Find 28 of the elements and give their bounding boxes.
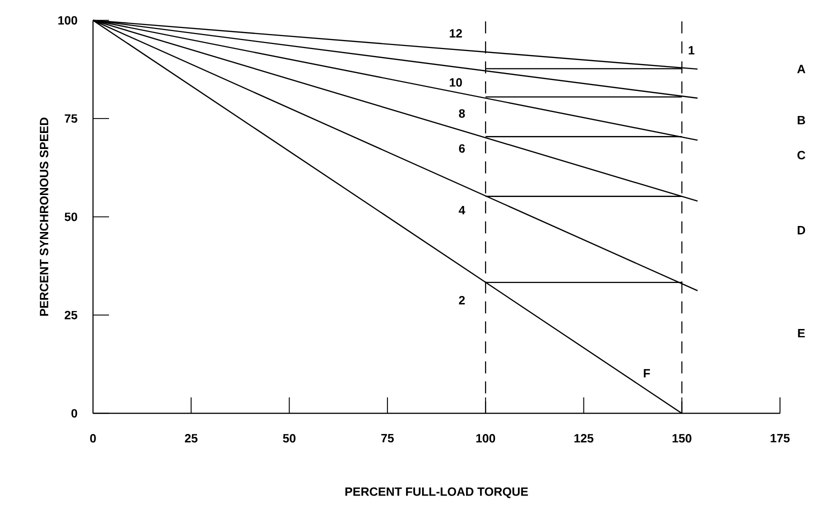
x-tick-label: 125 — [574, 434, 594, 443]
annotation: 1 — [688, 46, 694, 54]
y-tick-label: 50 — [64, 212, 78, 222]
annotation: 4 — [458, 206, 466, 214]
x-tick-label: 100 — [476, 434, 496, 443]
y-tick-label: 75 — [64, 114, 78, 123]
annotation: 6 — [459, 144, 465, 153]
text: B — [798, 116, 806, 124]
text: E — [798, 329, 805, 338]
y-tick-label: 100 — [58, 16, 78, 25]
annotation: 8 — [458, 109, 465, 118]
y-axis-title: PERCENT SYNCHRONOUS SPEED — [40, 118, 48, 316]
text: C — [797, 150, 806, 160]
x-tick-label: 25 — [184, 434, 198, 443]
x-tick-label: 75 — [381, 434, 394, 442]
y-tick-label: 0 — [71, 409, 78, 418]
annotation: F — [644, 369, 650, 378]
annotation: 2 — [459, 296, 465, 304]
x-tick-label: 0 — [90, 434, 96, 443]
text: A — [797, 64, 806, 74]
x-tick-label: 175 — [770, 434, 790, 442]
x-tick-label: 50 — [282, 434, 296, 443]
annotation: 10 — [450, 78, 462, 87]
annotation: 12 — [450, 29, 462, 38]
x-tick-label: 150 — [672, 434, 692, 443]
x-axis-title: PERCENT FULL-LOAD TORQUE — [345, 487, 528, 498]
y-tick-label: 25 — [64, 310, 78, 320]
text: D — [798, 226, 806, 234]
